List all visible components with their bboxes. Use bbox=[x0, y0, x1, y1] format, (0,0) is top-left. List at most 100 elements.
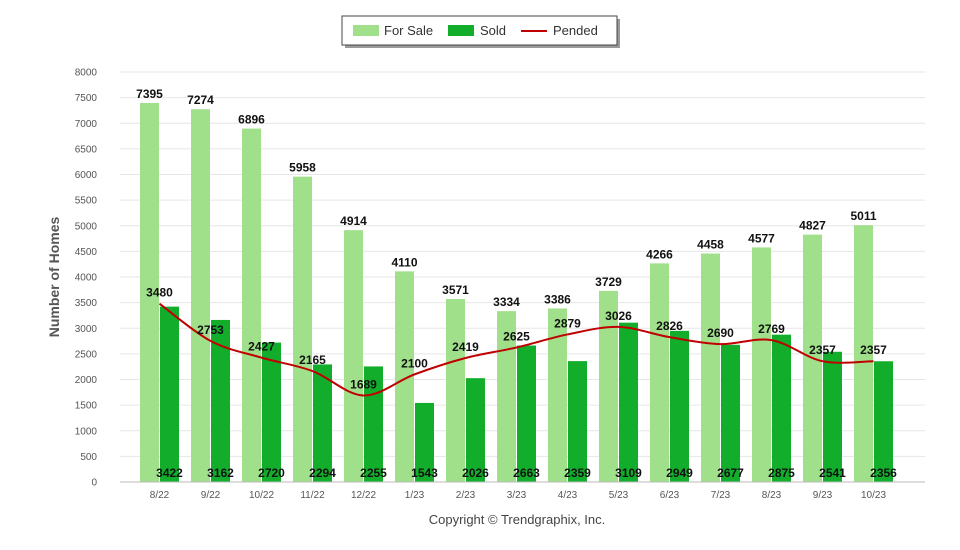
bar-sold bbox=[721, 344, 740, 482]
bar-sold bbox=[619, 322, 638, 482]
x-tick-label: 12/22 bbox=[351, 490, 376, 501]
bar-sold bbox=[313, 364, 332, 482]
y-axis-ticks: 0 500 1000 1500 2000 2500 3000 3500 4000 4500 5000… bbox=[75, 68, 98, 489]
label-for-sale: 6896 bbox=[238, 113, 265, 127]
label-sold: 2949 bbox=[666, 466, 693, 480]
label-sold: 3422 bbox=[156, 466, 183, 480]
legend-label-for-sale: For Sale bbox=[384, 23, 433, 38]
y-tick-label: 0 bbox=[91, 478, 97, 489]
label-for-sale: 3729 bbox=[595, 275, 622, 289]
label-for-sale: 4827 bbox=[799, 219, 826, 233]
label-pended: 2419 bbox=[452, 340, 479, 354]
label-pended: 2100 bbox=[401, 356, 428, 370]
label-for-sale: 4458 bbox=[697, 238, 724, 252]
bar-for-sale bbox=[293, 176, 312, 482]
label-sold: 2720 bbox=[258, 466, 285, 480]
pended-line-layer bbox=[158, 302, 874, 397]
y-tick-label: 7500 bbox=[75, 93, 98, 104]
bar-sold bbox=[670, 330, 689, 482]
legend-swatch-sold bbox=[448, 25, 474, 36]
legend-box bbox=[341, 15, 618, 46]
label-pended: 2625 bbox=[503, 329, 530, 343]
bar-for-sale bbox=[242, 128, 261, 482]
y-tick-label: 3000 bbox=[75, 324, 98, 335]
bar-sold bbox=[262, 342, 281, 482]
bar-for-sale bbox=[191, 109, 210, 483]
x-axis-ticks: 8/22 9/22 10/22 11/22 12/22 1/23 2/23 3/23 4/23 5… bbox=[150, 490, 887, 501]
legend-swatch-for-sale bbox=[353, 25, 379, 36]
label-for-sale: 3386 bbox=[544, 292, 571, 306]
y-tick-label: 3500 bbox=[75, 298, 98, 309]
y-tick-label: 7000 bbox=[75, 119, 98, 130]
label-for-sale: 7274 bbox=[187, 93, 214, 107]
label-pended: 3026 bbox=[605, 309, 632, 323]
y-tick-label: 4000 bbox=[75, 273, 98, 284]
label-pended: 2357 bbox=[860, 343, 887, 357]
label-sold: 2359 bbox=[564, 466, 591, 480]
bar-sold bbox=[823, 351, 842, 482]
label-pended: 2427 bbox=[248, 340, 275, 354]
y-tick-label: 2500 bbox=[75, 349, 98, 360]
x-tick-label: 3/23 bbox=[507, 490, 527, 501]
legend-label-pended: Pended bbox=[553, 23, 598, 38]
bar-sold bbox=[415, 402, 434, 482]
pended-line bbox=[158, 302, 874, 397]
x-tick-label: 10/23 bbox=[861, 490, 886, 501]
label-for-sale: 5958 bbox=[289, 161, 316, 175]
bar-for-sale bbox=[599, 290, 618, 482]
x-tick-label: 4/23 bbox=[558, 490, 578, 501]
x-tick-label: 1/23 bbox=[405, 490, 425, 501]
y-tick-label: 4500 bbox=[75, 247, 98, 258]
label-for-sale: 5011 bbox=[850, 209, 876, 223]
label-for-sale: 3571 bbox=[442, 283, 469, 297]
label-pended: 2690 bbox=[707, 326, 734, 340]
label-sold: 2875 bbox=[768, 466, 795, 480]
y-axis-title: Number of Homes bbox=[46, 217, 62, 338]
x-tick-label: 7/23 bbox=[711, 490, 731, 501]
label-for-sale: 4914 bbox=[340, 214, 367, 228]
label-pended: 3480 bbox=[146, 286, 173, 300]
bar-sold bbox=[160, 306, 179, 482]
x-tick-label: 10/22 bbox=[249, 490, 274, 501]
bar-for-sale bbox=[344, 230, 363, 482]
label-sold: 2663 bbox=[513, 466, 540, 480]
label-pended: 2165 bbox=[299, 353, 326, 367]
label-pended: 1689 bbox=[350, 377, 377, 391]
x-tick-label: 5/23 bbox=[609, 490, 629, 501]
y-tick-label: 6500 bbox=[75, 144, 98, 155]
y-tick-label: 1000 bbox=[75, 426, 98, 437]
bar-for-sale bbox=[854, 225, 873, 482]
label-sold: 3109 bbox=[615, 466, 642, 480]
x-tick-label: 8/23 bbox=[762, 490, 782, 501]
bar-for-sale bbox=[701, 253, 720, 482]
label-sold: 2026 bbox=[462, 466, 489, 480]
bar-for-sale bbox=[650, 263, 669, 482]
x-tick-label: 9/23 bbox=[813, 490, 833, 501]
label-sold: 2356 bbox=[870, 466, 897, 480]
x-tick-label: 6/23 bbox=[660, 490, 680, 501]
label-pended: 2879 bbox=[554, 316, 581, 330]
legend-label-sold: Sold bbox=[480, 23, 506, 38]
label-for-sale: 4266 bbox=[646, 247, 673, 261]
bar-for-sale bbox=[752, 247, 771, 482]
x-tick-label: 9/22 bbox=[201, 490, 221, 501]
label-for-sale: 3334 bbox=[493, 295, 520, 309]
label-for-sale: 4577 bbox=[748, 231, 775, 245]
bar-sold bbox=[568, 361, 587, 482]
label-sold: 3162 bbox=[207, 466, 234, 480]
label-sold: 2294 bbox=[309, 466, 336, 480]
bar-for-sale bbox=[140, 103, 159, 482]
label-pended: 2769 bbox=[758, 322, 785, 336]
y-tick-label: 500 bbox=[80, 452, 97, 463]
x-tick-label: 11/22 bbox=[300, 490, 325, 501]
copyright-text: Copyright © Trendgraphix, Inc. bbox=[429, 512, 606, 527]
label-sold: 1543 bbox=[411, 466, 438, 480]
label-sold: 2677 bbox=[717, 466, 744, 480]
x-tick-label: 8/22 bbox=[150, 490, 170, 501]
label-pended: 2357 bbox=[809, 343, 836, 357]
data-labels: 7395 3422 7274 3162 6896 2720 5958 2294 4914 2255… bbox=[136, 87, 897, 480]
bar-sold bbox=[517, 345, 536, 482]
label-sold: 2255 bbox=[360, 466, 387, 480]
y-tick-label: 2000 bbox=[75, 375, 98, 386]
